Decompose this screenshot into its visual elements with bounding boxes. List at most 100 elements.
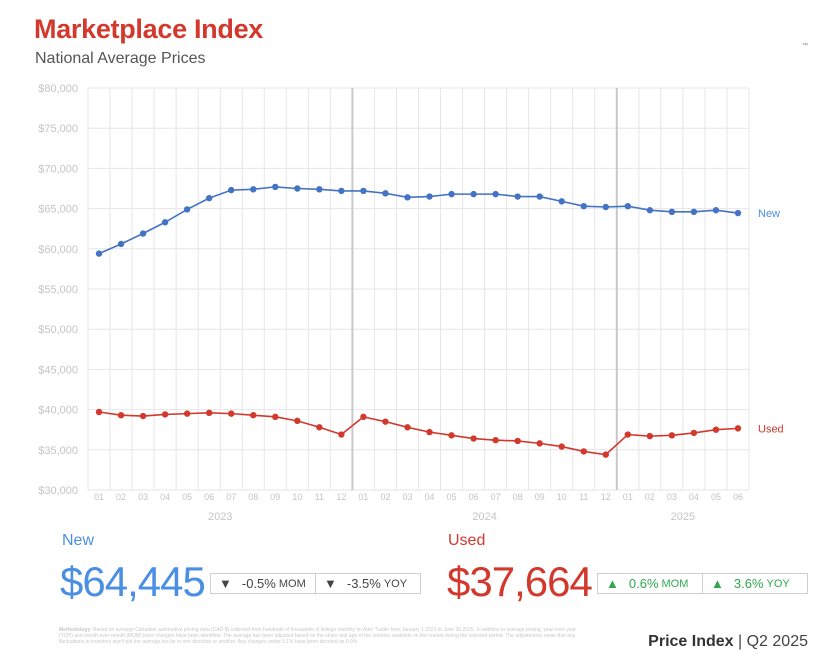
y-tick-label: $65,000 (38, 204, 78, 216)
x-tick-label: 02 (380, 492, 390, 502)
x-tick-label: 07 (226, 492, 236, 502)
x-tick-label: 05 (711, 492, 721, 502)
new-mom-change: ▼ -0.5% MOM (211, 574, 315, 593)
data-point-new (338, 187, 345, 195)
data-point-new (668, 208, 676, 216)
data-point-used (580, 448, 587, 455)
data-point-used (404, 424, 411, 431)
used-kpi-label: Used (448, 532, 486, 549)
y-tick-label: $75,000 (38, 123, 78, 135)
data-point-new (316, 186, 323, 193)
used-yoy-label: YOY (766, 577, 790, 590)
x-tick-label: 01 (623, 492, 633, 502)
data-point-new (117, 240, 125, 248)
data-point-used (139, 412, 147, 420)
price-line-chart: $30,000 $35,000 $40,000 $45,000 $50,000 $55,0… (38, 83, 783, 523)
data-point-used (624, 431, 632, 438)
used-yoy-value: 3.6% (733, 576, 764, 591)
data-point-used (316, 424, 323, 431)
data-point-new (690, 208, 698, 216)
x-tick-label: 06 (469, 492, 479, 502)
data-point-used (117, 412, 125, 419)
x-tick-label: 09 (270, 492, 280, 502)
x-tick-label: 11 (579, 492, 588, 502)
x-tick-label: 02 (645, 492, 655, 502)
data-point-new (205, 194, 213, 202)
y-tick-label: $45,000 (38, 364, 78, 376)
x-tick-label: 03 (402, 492, 412, 502)
x-tick-label: 06 (733, 492, 743, 502)
x-tick-label: 04 (425, 492, 435, 502)
data-point-new (580, 202, 587, 210)
series-label-new: New (758, 208, 780, 220)
x-tick-label: 05 (447, 492, 457, 502)
data-point-used (602, 451, 609, 458)
data-point-used (690, 429, 698, 437)
y-tick-label: $60,000 (38, 244, 78, 256)
data-point-new (183, 206, 191, 213)
new-kpi-value: $64,445 (60, 558, 206, 605)
data-point-used (558, 443, 565, 450)
data-point-new (448, 190, 455, 198)
data-point-used (646, 432, 654, 440)
x-tick-label: 11 (315, 492, 324, 502)
used-yoy-change: ▲ 3.6% YOY (702, 574, 807, 593)
data-point-new (514, 193, 521, 200)
x-tick-label: 10 (292, 492, 302, 502)
data-point-used (294, 417, 301, 425)
trademark-mark: ™ (802, 43, 808, 49)
x-tick-label: 03 (667, 492, 677, 502)
y-tick-label: $35,000 (38, 445, 78, 457)
data-point-used (228, 410, 235, 417)
data-point-used (668, 432, 676, 439)
series-line-used (98, 411, 739, 456)
data-point-new (272, 183, 279, 191)
methodology-text: Based on average Canadian automotive pri… (59, 627, 576, 645)
year-label: 2025 (671, 511, 695, 523)
x-tick-label: 04 (160, 492, 170, 502)
data-point-new (382, 190, 389, 197)
data-point-used (514, 437, 521, 445)
data-point-used (448, 432, 455, 439)
y-tick-label: $30,000 (38, 485, 78, 497)
y-tick-label: $55,000 (38, 284, 78, 296)
data-point-used (426, 428, 433, 436)
new-kpi-deltas: ▼ -0.5% MOM ▼ -3.5% YOY (210, 573, 421, 594)
down-arrow-icon: ▼ (219, 576, 232, 591)
new-mom-label: MOM (278, 577, 306, 590)
footer-period: Q2 2025 (746, 633, 808, 650)
x-tick-label: 08 (513, 492, 523, 502)
used-kpi-value: $37,664 (447, 558, 593, 605)
data-point-new (161, 219, 169, 226)
x-tick-label: 05 (182, 492, 192, 502)
new-yoy-value: -3.5% (346, 576, 381, 591)
data-point-new (492, 190, 499, 198)
data-point-used (470, 435, 477, 442)
data-point-used (183, 410, 191, 417)
data-point-used (536, 440, 543, 447)
y-tick-label: $70,000 (38, 163, 78, 175)
data-point-used (382, 418, 389, 425)
methodology-label: Methodology: (59, 627, 92, 633)
x-tick-label: 12 (601, 492, 611, 502)
data-point-new (95, 250, 103, 257)
data-point-new (404, 194, 411, 201)
data-point-new (624, 202, 632, 210)
x-tick-label: 09 (535, 492, 545, 502)
x-tick-label: 01 (94, 492, 104, 502)
y-tick-label: $50,000 (38, 324, 78, 336)
new-yoy-label: YOY (383, 577, 408, 590)
data-point-new (294, 185, 301, 192)
data-point-used (492, 436, 499, 444)
used-mom-change: ▲ 0.6% MOM (598, 574, 702, 593)
data-point-used (95, 408, 103, 416)
up-arrow-icon: ▲ (606, 576, 619, 591)
used-mom-value: 0.6% (628, 576, 659, 591)
data-point-new (536, 193, 543, 200)
footer-brand: Price Index | Q2 2025 (648, 633, 808, 651)
data-point-new (712, 207, 720, 214)
footer-brand-name: Price Index (648, 633, 734, 650)
y-tick-label: $80,000 (38, 83, 78, 95)
series-line-new (98, 186, 739, 255)
y-tick-label: $40,000 (38, 405, 78, 417)
